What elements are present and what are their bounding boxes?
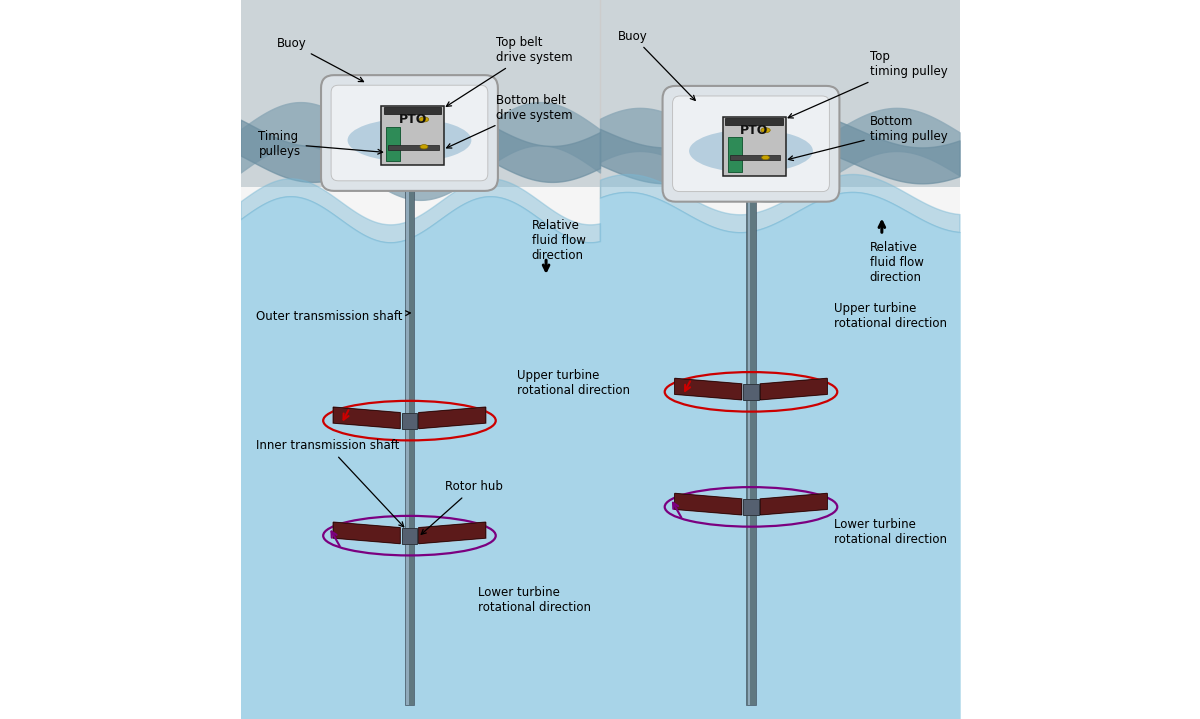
Text: Lower turbine
rotational direction: Lower turbine rotational direction: [834, 518, 947, 546]
Text: Upper turbine
rotational direction: Upper turbine rotational direction: [517, 369, 630, 396]
Polygon shape: [674, 493, 742, 515]
FancyBboxPatch shape: [662, 86, 840, 201]
Ellipse shape: [689, 129, 812, 173]
Text: Top belt
drive system: Top belt drive system: [446, 36, 572, 106]
Text: Lower turbine
rotational direction: Lower turbine rotational direction: [478, 587, 590, 614]
Polygon shape: [334, 522, 400, 544]
Ellipse shape: [419, 117, 428, 122]
Bar: [380, 106, 444, 165]
Ellipse shape: [420, 145, 428, 149]
Bar: [384, 107, 442, 114]
Text: PTO: PTO: [398, 113, 427, 126]
Text: Bottom belt
drive system: Bottom belt drive system: [446, 93, 572, 148]
Bar: [407, 173, 408, 705]
Polygon shape: [419, 407, 486, 429]
Bar: [240, 0, 600, 187]
Ellipse shape: [348, 119, 472, 162]
Bar: [746, 183, 756, 705]
Bar: [240, 0, 600, 719]
FancyBboxPatch shape: [322, 75, 498, 191]
Polygon shape: [761, 378, 827, 400]
Polygon shape: [334, 407, 400, 429]
Bar: [402, 413, 418, 429]
Polygon shape: [674, 378, 742, 400]
Polygon shape: [419, 522, 486, 544]
Bar: [725, 118, 782, 125]
Text: Inner transmission shaft: Inner transmission shaft: [257, 439, 403, 527]
Text: Outer transmission shaft: Outer transmission shaft: [257, 310, 410, 323]
Text: Timing
pulleys: Timing pulleys: [258, 129, 383, 157]
Text: Relative
fluid flow
direction: Relative fluid flow direction: [532, 219, 586, 262]
Ellipse shape: [762, 155, 769, 160]
Text: Relative
fluid flow
direction: Relative fluid flow direction: [870, 241, 924, 284]
Bar: [743, 499, 758, 515]
Bar: [402, 528, 418, 544]
Ellipse shape: [761, 128, 770, 133]
Bar: [600, 0, 960, 187]
Text: Rotor hub: Rotor hub: [421, 480, 503, 534]
Text: Top
timing pulley: Top timing pulley: [788, 50, 947, 118]
Bar: [727, 137, 742, 172]
Bar: [386, 127, 401, 161]
Polygon shape: [761, 493, 827, 515]
Text: PTO: PTO: [740, 124, 768, 137]
Text: Buoy: Buoy: [276, 37, 364, 82]
FancyBboxPatch shape: [331, 86, 488, 181]
Bar: [743, 384, 758, 400]
Text: Buoy: Buoy: [618, 29, 695, 101]
Text: Upper turbine
rotational direction: Upper turbine rotational direction: [834, 303, 947, 330]
FancyBboxPatch shape: [673, 96, 829, 191]
Bar: [722, 117, 786, 176]
Bar: [730, 155, 780, 160]
Bar: [600, 0, 960, 719]
Bar: [388, 145, 438, 150]
Text: Bottom
timing pulley: Bottom timing pulley: [788, 115, 947, 160]
Bar: [404, 173, 414, 705]
Bar: [748, 183, 750, 705]
